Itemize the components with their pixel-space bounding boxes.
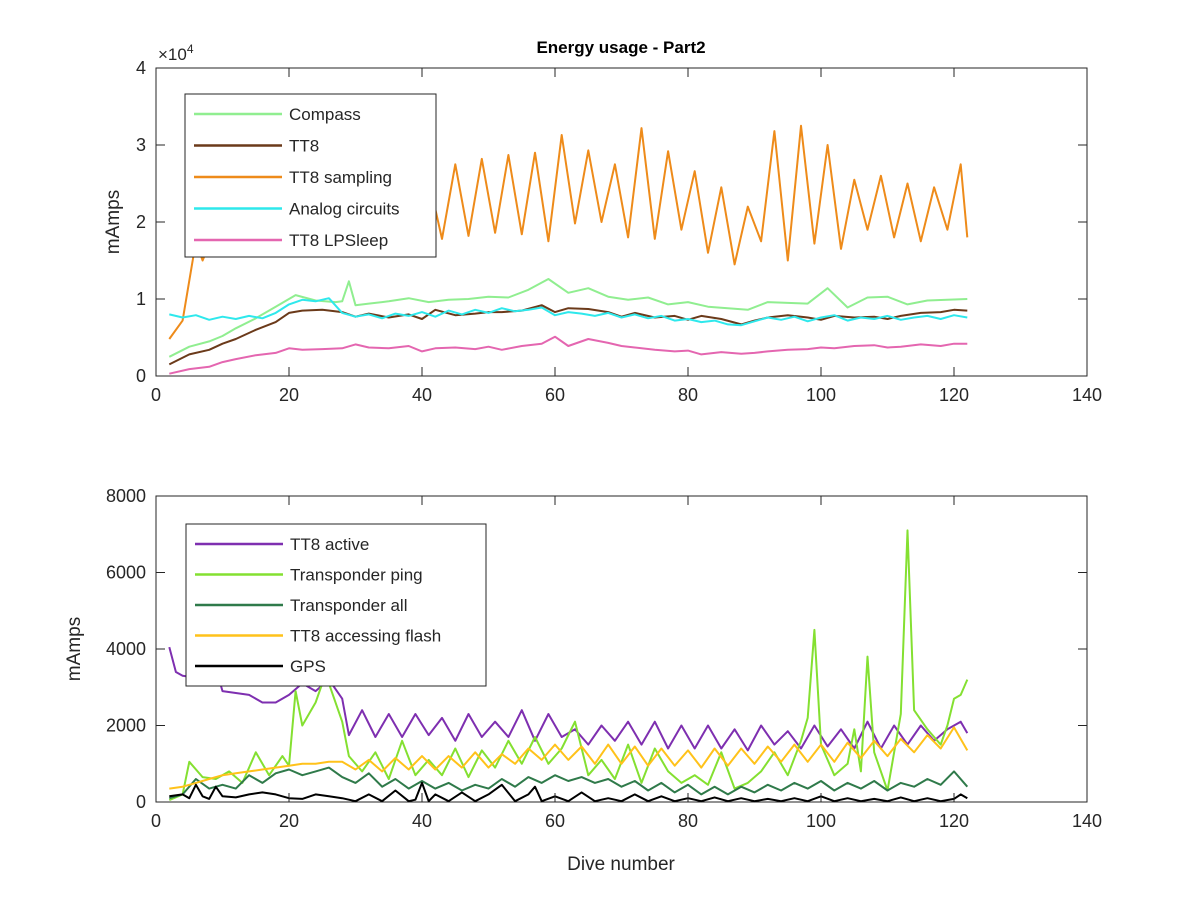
top-chart-y-tick-label-4: 4 xyxy=(136,58,146,78)
top-chart-x-tick-label-1: 20 xyxy=(279,385,299,405)
bottom-chart-series-line-0 xyxy=(168,646,969,752)
bottom-chart-y-tick-label-3: 6000 xyxy=(106,563,146,583)
top-chart-x-tick-label-6: 120 xyxy=(939,385,969,405)
top-chart-legend-label-3: Analog circuits xyxy=(289,200,400,219)
top-chart-y-tick-label-3: 3 xyxy=(136,135,146,155)
bottom-chart-legend-label-1: Transponder ping xyxy=(290,566,423,585)
top-chart-exponent-base: ×10 xyxy=(158,45,187,64)
top-chart-legend-label-0: Compass xyxy=(289,105,361,124)
top-chart-x-tick-label-3: 60 xyxy=(545,385,565,405)
top-chart-y-tick-label-1: 1 xyxy=(136,289,146,309)
bottom-chart-legend-label-2: Transponder all xyxy=(290,596,408,615)
top-chart-x-tick-label-7: 140 xyxy=(1072,385,1102,405)
top-chart-legend-box xyxy=(184,93,437,258)
top-chart-series-line-3 xyxy=(169,297,968,327)
bottom-chart-axis-ticks: 0 20 40 60 80 100 120 140 0 2000 4000 6000 8000 xyxy=(106,486,1102,831)
bottom-chart-y-tick-label-0: 0 xyxy=(136,792,146,812)
bottom-chart-legend: TT8 active Transponder ping Transponder al… xyxy=(185,523,487,687)
bottom-chart-x-tick-label-2: 40 xyxy=(412,811,432,831)
bottom-chart-series-line-3 xyxy=(169,726,969,790)
top-chart-exponent-label: ×104 xyxy=(158,42,194,64)
bottom-chart-panel: 0 20 40 60 80 100 120 140 0 2000 4000 6000 8000 mAmp… xyxy=(64,486,1102,875)
bottom-chart-x-tick-label-5: 100 xyxy=(806,811,836,831)
bottom-chart-legend-label-4: GPS xyxy=(290,657,326,676)
bottom-chart-series-line-1 xyxy=(168,529,969,802)
bottom-chart-x-tick-label-7: 140 xyxy=(1072,811,1102,831)
top-chart-axis-ticks: 0 20 40 60 80 100 120 140 0 1 2 3 4 xyxy=(136,58,1102,405)
bottom-chart-y-tick-label-4: 8000 xyxy=(106,486,146,506)
bottom-chart-x-tick-label-4: 80 xyxy=(678,811,698,831)
top-chart-x-tick-label-2: 40 xyxy=(412,385,432,405)
bottom-chart-series-lines xyxy=(168,529,969,803)
top-chart-y-tick-label-2: 2 xyxy=(136,212,146,232)
top-chart-x-tick-label-4: 80 xyxy=(678,385,698,405)
bottom-chart-x-tick-label-0: 0 xyxy=(151,811,161,831)
top-chart-legend-label-2: TT8 sampling xyxy=(289,168,392,187)
bottom-chart-x-tick-label-3: 60 xyxy=(545,811,565,831)
figure-title: Energy usage - Part2 xyxy=(536,38,705,57)
bottom-chart-x-tick-label-6: 120 xyxy=(939,811,969,831)
bottom-chart-legend-label-3: TT8 accessing flash xyxy=(290,627,441,646)
top-chart-y-tick-label-0: 0 xyxy=(136,366,146,386)
bottom-chart-series-line-4 xyxy=(169,781,968,803)
bottom-chart-y-tick-label-1: 2000 xyxy=(106,716,146,736)
top-chart-series-line-0 xyxy=(168,278,968,358)
bottom-chart-x-tick-label-1: 20 xyxy=(279,811,299,831)
top-chart-legend-label-1: TT8 xyxy=(289,137,319,156)
bottom-chart-y-tick-label-2: 4000 xyxy=(106,639,146,659)
bottom-chart-x-axis-label: Dive number xyxy=(567,854,675,875)
top-chart-series-line-4 xyxy=(169,335,968,375)
top-chart-x-tick-label-0: 0 xyxy=(151,385,161,405)
bottom-chart-series-line-2 xyxy=(169,766,969,800)
top-chart-x-tick-label-5: 100 xyxy=(806,385,836,405)
top-chart-exponent-power: 4 xyxy=(187,42,194,56)
bottom-chart-legend-label-0: TT8 active xyxy=(290,535,369,554)
top-chart-y-axis-label: mAmps xyxy=(103,190,124,254)
top-chart-legend-label-4: TT8 LPSleep xyxy=(289,231,388,250)
top-chart-legend: Compass TT8 TT8 sampling Analog circuits TT8… xyxy=(184,93,437,258)
bottom-chart-y-axis-label: mAmps xyxy=(64,617,85,681)
